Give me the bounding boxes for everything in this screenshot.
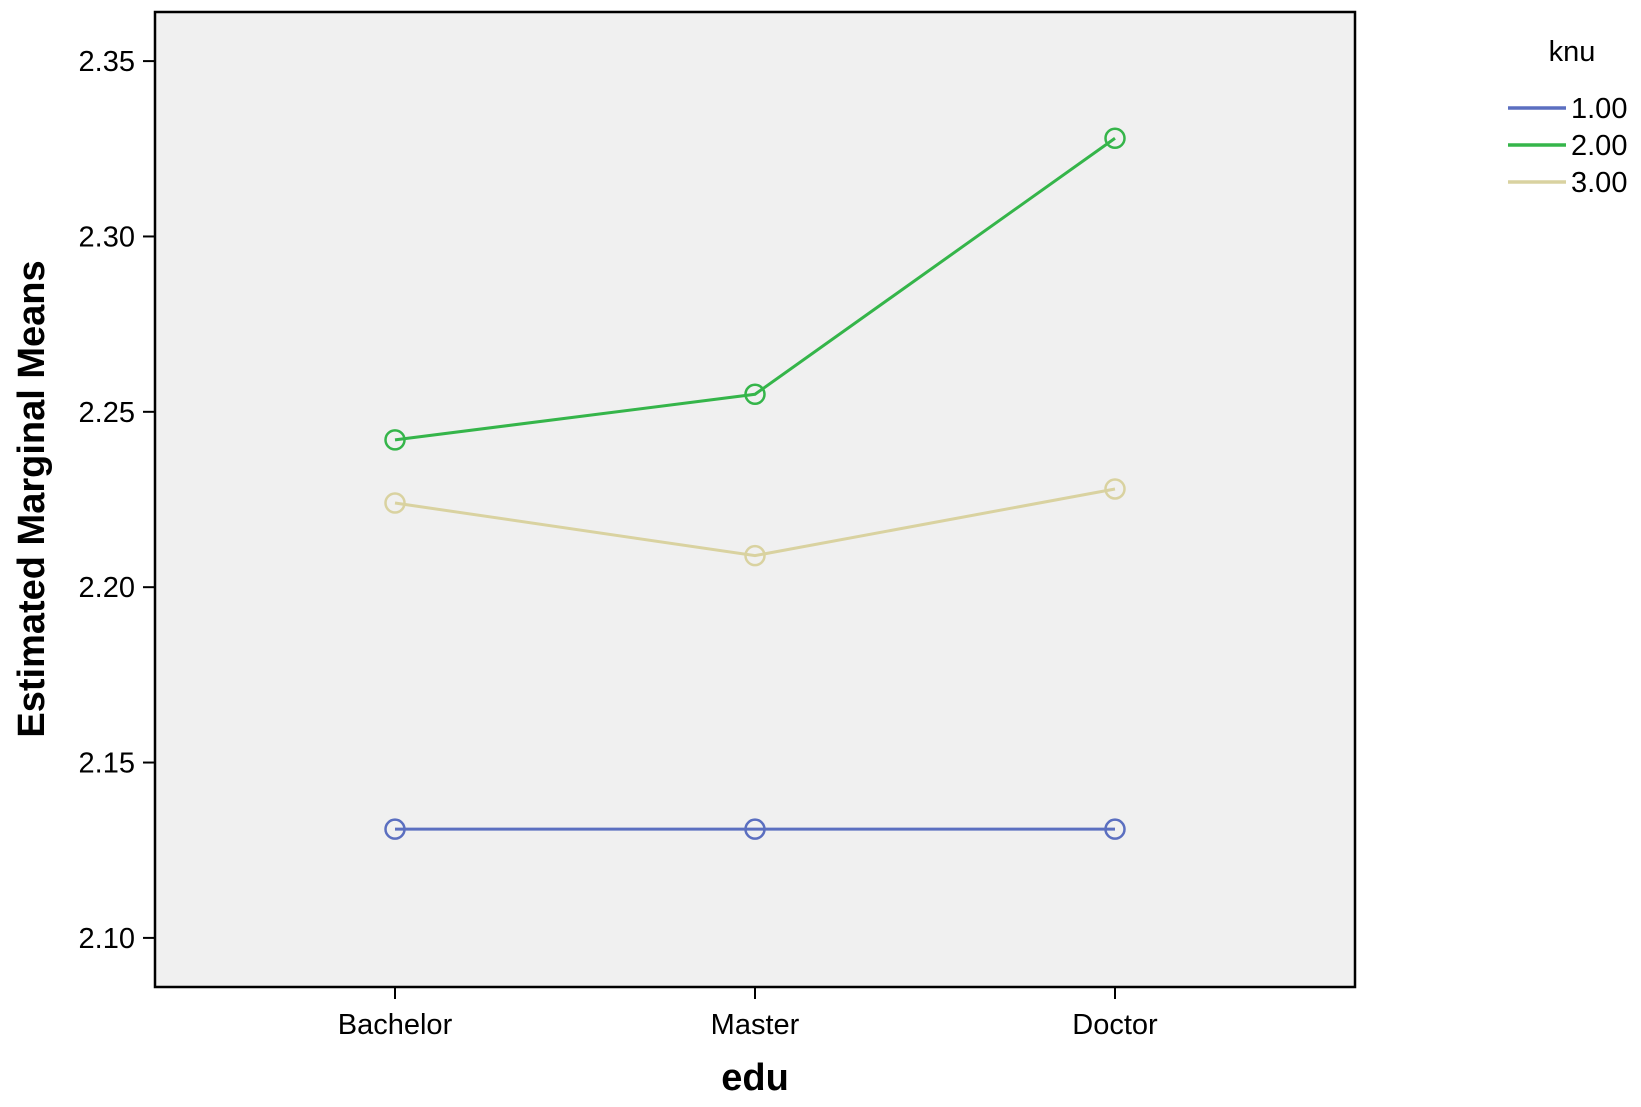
y-axis-title: Estimated Marginal Means [11,260,53,737]
legend-title: knu [1549,36,1596,68]
y-tick-label: 2.30 [79,221,135,253]
y-tick-label: 2.10 [79,923,135,955]
legend-label-1.00: 1.00 [1571,93,1627,125]
y-tick-label: 2.15 [79,748,135,780]
x-tick-label-master: Master [711,1009,800,1041]
x-axis: Bachelor Master Doctor [338,987,1158,1041]
y-axis: 2.10 2.15 2.20 2.25 2.30 2.35 [79,46,155,955]
y-tick-label: 2.20 [79,572,135,604]
legend-label-2.00: 2.00 [1571,130,1627,162]
x-tick-label-doctor: Doctor [1072,1009,1158,1041]
legend-label-3.00: 3.00 [1571,167,1627,199]
y-tick-label: 2.35 [79,46,135,78]
x-axis-title: edu [721,1057,789,1099]
y-tick-label: 2.25 [79,397,135,429]
plot-area [155,12,1355,987]
legend: knu 1.00 2.00 3.00 [1508,36,1627,199]
x-tick-label-bachelor: Bachelor [338,1009,453,1041]
